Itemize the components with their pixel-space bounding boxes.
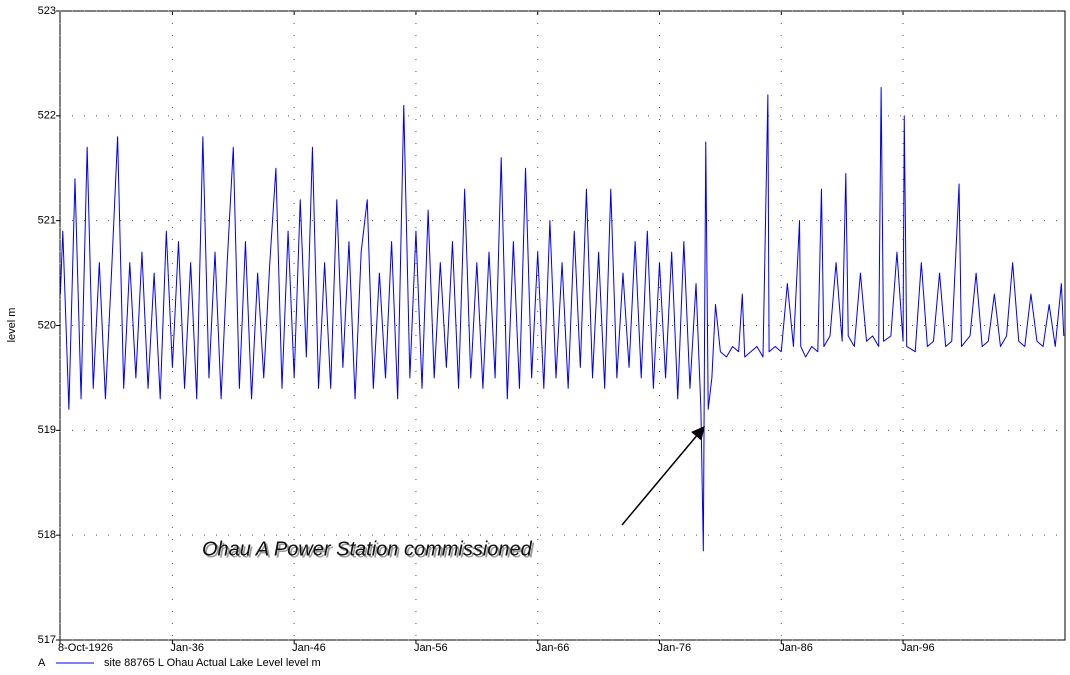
y-tick-label: 520 — [38, 319, 56, 331]
x-tick-label: 8-Oct-1926 — [58, 642, 113, 654]
y-tick-label: 518 — [38, 529, 56, 541]
legend-label: site 88765 L Ohau Actual Lake Level leve… — [104, 657, 321, 669]
series-line — [59, 87, 1065, 552]
x-tick-label: Jan-66 — [536, 642, 570, 654]
annotation: Ohau A Power Station commissioned — [202, 538, 533, 560]
x-tick-label: Jan-76 — [657, 642, 691, 654]
x-tick-label: Jan-86 — [779, 642, 813, 654]
annotation-arrow — [621, 425, 705, 526]
annotation-shadow: Ohau A Power Station commissioned — [204, 540, 535, 562]
legend-marker-label: A — [38, 657, 46, 669]
y-tick-label: 523 — [38, 5, 56, 17]
y-tick-label: 517 — [38, 634, 56, 646]
x-tick-label: Jan-46 — [292, 642, 326, 654]
y-tick-label: 521 — [38, 215, 56, 227]
y-tick-label: 519 — [38, 424, 56, 436]
x-tick-label: Jan-56 — [414, 642, 448, 654]
y-tick-label: 522 — [38, 110, 56, 122]
x-tick-label: Jan-36 — [170, 642, 204, 654]
y-axis-label: level m — [6, 308, 18, 343]
x-tick-label: Jan-96 — [901, 642, 935, 654]
